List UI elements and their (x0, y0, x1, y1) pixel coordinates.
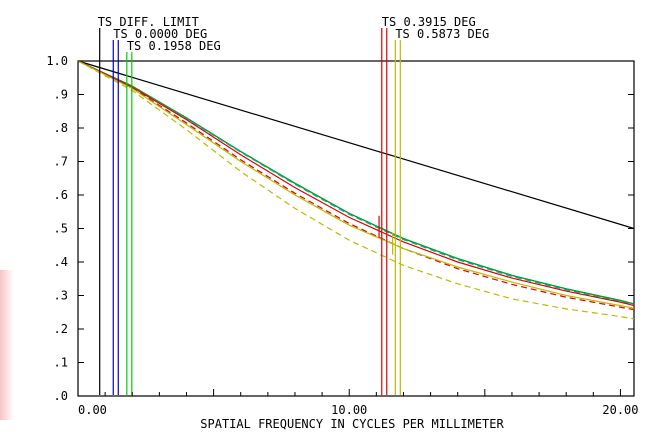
legend-label-0: TS DIFF. LIMIT (98, 15, 199, 29)
x-tick-label-0: 0.00 (78, 403, 107, 417)
legend-label-4: TS 0.5873 DEG (395, 27, 489, 41)
x-tick-label-2: 20.00 (602, 403, 638, 417)
y-tick-label-7: .7 (54, 155, 68, 169)
x-axis-title: SPATIAL FREQUENCY IN CYCLES PER MILLIMET… (200, 417, 504, 431)
y-tick-label-8: .8 (54, 121, 68, 135)
series-line-0 (77, 60, 635, 230)
series-line-5 (77, 60, 635, 311)
y-tick-label-10: 1.0 (46, 54, 68, 68)
series-layer (77, 60, 635, 320)
series-line-1 (77, 60, 635, 305)
series-line-6 (77, 60, 635, 309)
series-line-7 (77, 60, 635, 320)
y-tick-label-3: .3 (54, 289, 68, 303)
legend-label-1: TS 0.0000 DEG (113, 27, 207, 41)
series-line-4 (77, 60, 635, 307)
series-line-3 (77, 60, 635, 306)
y-tick-label-5: .5 (54, 222, 68, 236)
legend-label-2: TS 0.1958 DEG (127, 39, 221, 53)
y-tick-label-2: .2 (54, 322, 68, 336)
y-tick-label-9: .9 (54, 88, 68, 102)
y-tick-label-4: .4 (54, 255, 68, 269)
y-tick-label-6: .6 (54, 188, 68, 202)
series-line-2 (77, 60, 635, 305)
tick-layer: .0 .1 .2 .3 .4 .5 .6 .7 .8 .9 1.0 0.00 10.00 20.00 (46, 54, 638, 417)
x-tick-label-1: 10.00 (331, 403, 367, 417)
left-edge-tint (0, 270, 14, 420)
y-tick-label-0: .0 (54, 389, 68, 403)
y-tick-label-1: .1 (54, 356, 68, 370)
legend-label-3: TS 0.3915 DEG (382, 15, 476, 29)
